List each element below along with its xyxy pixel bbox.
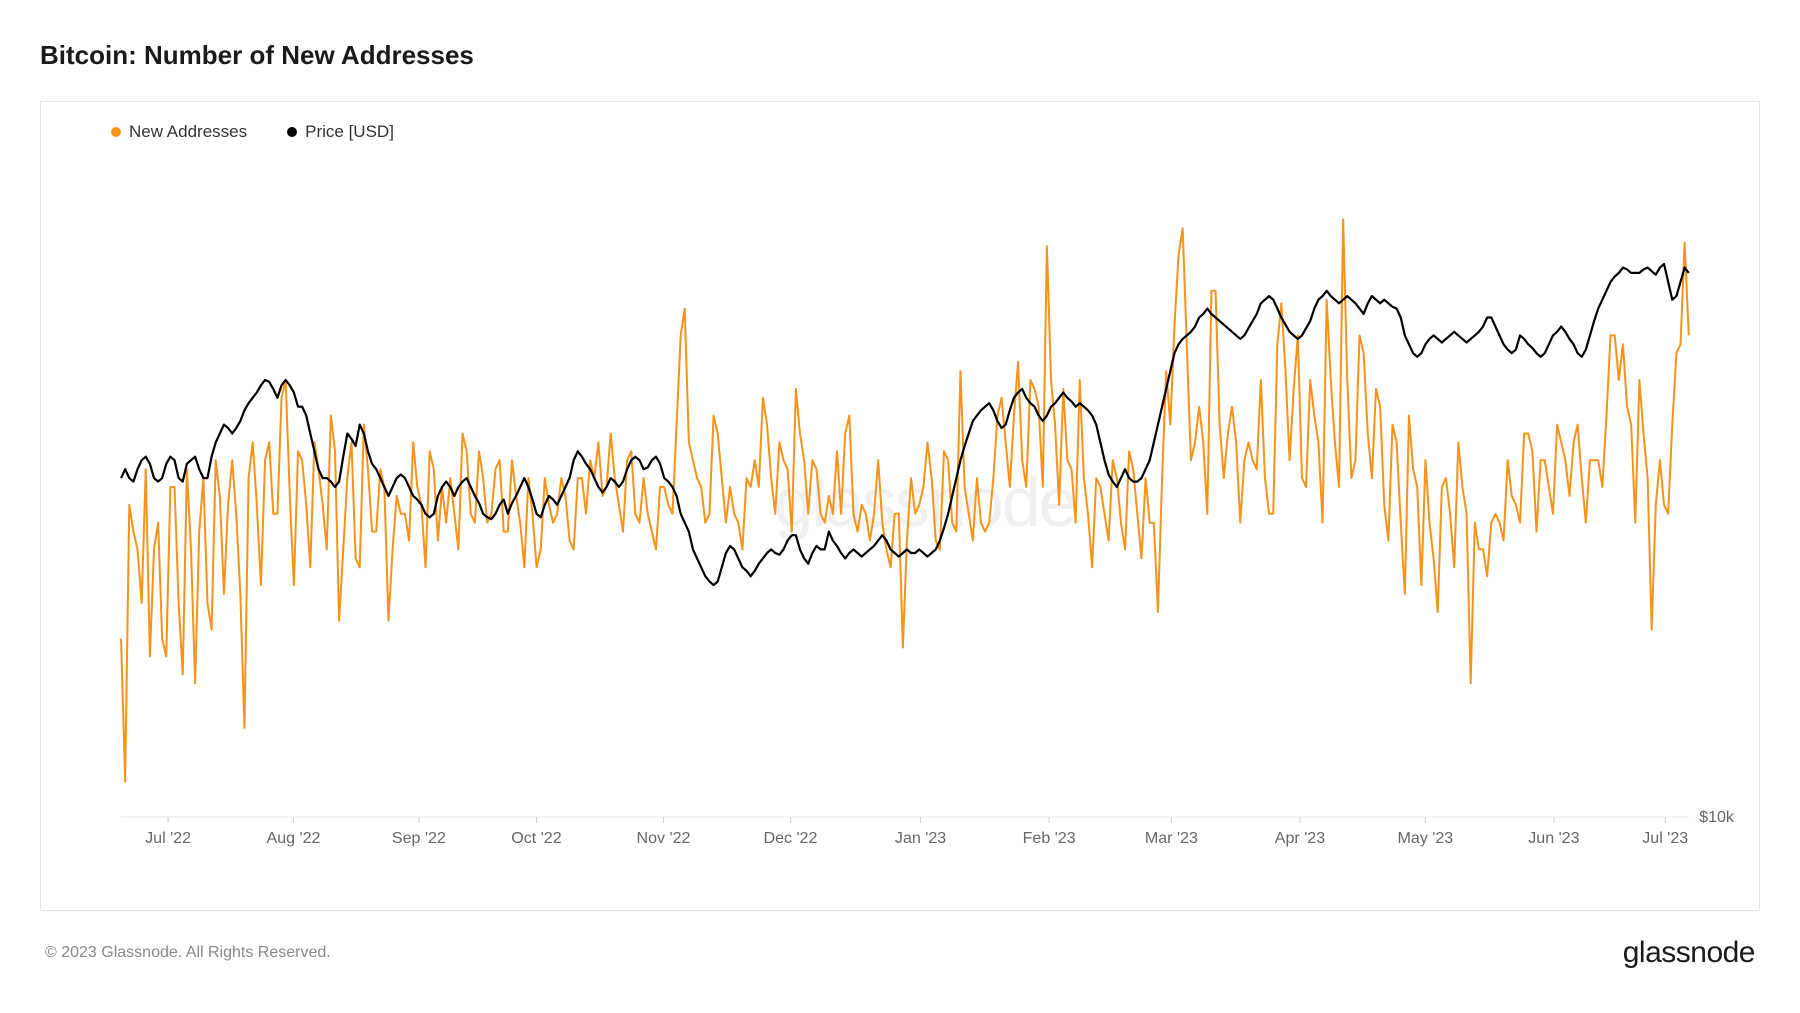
svg-text:Oct '22: Oct '22	[511, 829, 561, 847]
svg-text:Jun '23: Jun '23	[1528, 829, 1579, 847]
legend-item-price: Price [USD]	[287, 122, 394, 142]
svg-text:Aug '22: Aug '22	[267, 829, 321, 847]
svg-text:Feb '23: Feb '23	[1023, 829, 1076, 847]
brand-logo: glassnode	[1623, 936, 1755, 970]
legend-dot-icon	[287, 127, 297, 137]
svg-text:May '23: May '23	[1398, 829, 1454, 847]
svg-text:Mar '23: Mar '23	[1145, 829, 1198, 847]
svg-text:Jul '23: Jul '23	[1642, 829, 1688, 847]
footer: © 2023 Glassnode. All Rights Reserved. g…	[40, 936, 1760, 970]
chart-container: New Addresses Price [USD] glassnode 250K…	[40, 101, 1760, 911]
copyright-text: © 2023 Glassnode. All Rights Reserved.	[45, 944, 331, 962]
chart-title: Bitcoin: Number of New Addresses	[40, 40, 1760, 71]
legend-dot-icon	[111, 127, 121, 137]
svg-text:Jan '23: Jan '23	[895, 829, 946, 847]
svg-text:Jul '22: Jul '22	[145, 829, 191, 847]
svg-text:Sep '22: Sep '22	[392, 829, 446, 847]
legend-label: Price [USD]	[305, 122, 394, 142]
svg-text:Dec '22: Dec '22	[763, 829, 817, 847]
chart-svg: 250K350K450K550K$10kJul '22Aug '22Sep '2…	[111, 152, 1739, 852]
svg-text:Apr '23: Apr '23	[1275, 829, 1325, 847]
svg-text:Nov '22: Nov '22	[637, 829, 691, 847]
legend-label: New Addresses	[129, 122, 247, 142]
legend-item-new-addresses: New Addresses	[111, 122, 247, 142]
plot-area: glassnode 250K350K450K550K$10kJul '22Aug…	[111, 152, 1739, 852]
legend: New Addresses Price [USD]	[111, 122, 1739, 142]
svg-text:$10k: $10k	[1699, 808, 1735, 826]
